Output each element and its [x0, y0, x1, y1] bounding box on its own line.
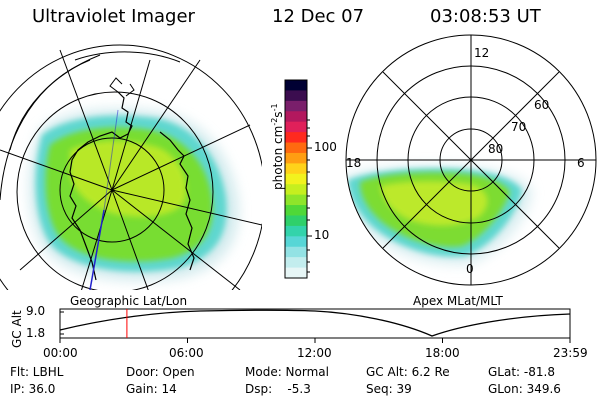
info-glat: GLat: -81.8 — [488, 365, 555, 379]
color-bar-ticks — [307, 119, 312, 273]
lat-circle-3 — [0, 44, 262, 290]
info-ip: IP: 36.0 — [10, 382, 56, 396]
date: 12 Dec 07 — [272, 6, 365, 27]
aurora-core-right — [380, 181, 488, 226]
continent-outline — [69, 91, 133, 281]
color-bar-swatch — [285, 225, 307, 237]
time: 03:08:53 UT — [430, 6, 541, 27]
color-bar-swatch — [285, 163, 307, 175]
color-bar-swatch — [285, 90, 307, 102]
ytick-9: 9.0 — [26, 304, 46, 318]
aurora-core-left — [70, 140, 187, 217]
xtick-0600: 06:00 — [169, 346, 204, 360]
color-bar-swatch — [285, 205, 307, 217]
info-dsp: Dsp: -5.3 — [245, 382, 311, 396]
geographic-image — [0, 44, 262, 290]
mlt-label-6: 6 — [577, 156, 585, 170]
color-bar-swatch — [285, 257, 307, 269]
apex-image — [346, 165, 532, 265]
color-bar — [285, 80, 307, 279]
xtick-0000: 00:00 — [43, 346, 78, 360]
colorbar-tick-100: 100 — [314, 140, 337, 154]
info-mode: Mode: Normal — [245, 365, 329, 379]
color-bar-swatch — [285, 111, 307, 123]
geographic-caption: Geographic Lat/Lon — [70, 294, 188, 308]
xtick-1200: 12:00 — [297, 346, 332, 360]
mlat-label-60: 60 — [534, 98, 550, 112]
apex-caption: Apex MLat/MLT — [413, 294, 503, 308]
mlat-label-80: 80 — [488, 142, 504, 156]
color-bar-swatch — [285, 100, 307, 112]
color-bar-swatch — [285, 132, 307, 144]
altitude-ylabel: GC Alt — [10, 310, 24, 348]
altitude-ticks — [59, 311, 571, 343]
altitude-plot — [59, 308, 571, 343]
mlat-label-70: 70 — [511, 120, 527, 134]
color-bar-swatch — [285, 152, 307, 164]
meridians — [0, 49, 262, 290]
color-bar-frame — [284, 79, 308, 279]
mlt-label-18: 18 — [346, 156, 362, 170]
lat-circle-1 — [59, 137, 165, 243]
ytick-1-8: 1.8 — [26, 326, 46, 340]
color-bar-swatch — [285, 215, 307, 227]
info-gcalt: GC Alt: 6.2 Re — [366, 365, 450, 379]
color-bar-swatch — [285, 142, 307, 154]
mlt-label-12: 12 — [474, 46, 490, 60]
color-bar-swatch — [285, 173, 307, 185]
apex-grid — [345, 34, 597, 286]
info-seq: Seq: 39 — [366, 382, 412, 396]
colorbar-unit-label: photon cm-2s-1 — [270, 103, 285, 190]
color-bar-swatch — [285, 80, 307, 92]
altitude-curve — [59, 309, 571, 337]
info-flt: Flt: LBHL — [10, 365, 64, 379]
colorbar-tick-10: 10 — [314, 228, 330, 242]
color-bar-swatch — [285, 246, 307, 258]
lat-circle-2 — [16, 91, 214, 290]
color-bar-swatch — [285, 236, 307, 248]
title: Ultraviolet Imager — [32, 6, 195, 27]
info-gain: Gain: 14 — [126, 382, 177, 396]
color-bar-swatch — [285, 267, 307, 279]
color-bar-swatch — [285, 121, 307, 133]
info-glon: GLon: 349.6 — [488, 382, 561, 396]
info-door: Door: Open — [126, 365, 195, 379]
xtick-2359: 23:59 — [553, 346, 588, 360]
color-bar-swatch — [285, 194, 307, 206]
terminator-line — [89, 209, 105, 290]
color-bar-swatch — [285, 184, 307, 196]
mlt-label-0: 0 — [466, 262, 474, 276]
xtick-1800: 18:00 — [425, 346, 460, 360]
